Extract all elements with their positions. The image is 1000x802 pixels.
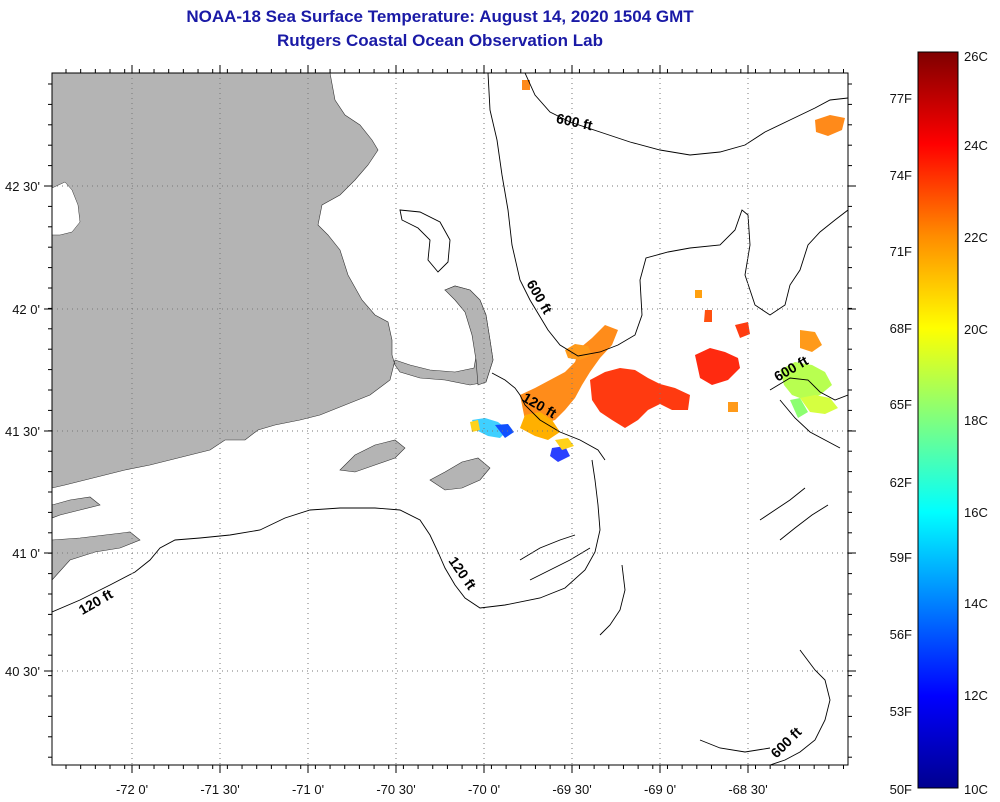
lon-label: -72 0' — [116, 782, 148, 797]
map-title: NOAA-18 Sea Surface Temperature: August … — [186, 7, 694, 26]
land-nantucket — [429, 457, 491, 491]
lon-label: -71 0' — [292, 782, 324, 797]
colorbar-fahrenheit-labels: 77F 74F 71F 68F 65F 62F 59F 56F 53F 50F — [890, 91, 912, 797]
bathymetry-contours — [52, 73, 848, 765]
colorbar-fahrenheit-label: 50F — [890, 782, 912, 797]
latitude-labels: 42 30' 42 0' 41 30' 41 0' 40 30' — [5, 179, 40, 679]
lon-label: -71 30' — [200, 782, 239, 797]
colorbar-fahrenheit-label: 68F — [890, 321, 912, 336]
colorbar-celsius-label: 14C — [964, 596, 988, 611]
lon-label: -70 30' — [376, 782, 415, 797]
lat-label: 42 0' — [12, 302, 40, 317]
colorbar-celsius-label: 22C — [964, 230, 988, 245]
colorbar-celsius-label: 20C — [964, 322, 988, 337]
colorbar-celsius-labels: 26C 24C 22C 20C 18C 16C 14C 12C 10C — [964, 49, 988, 797]
colorbar-celsius-label: 12C — [964, 688, 988, 703]
lat-label: 41 30' — [5, 424, 40, 439]
colorbar-fahrenheit-label: 62F — [890, 475, 912, 490]
colorbar-fahrenheit-label: 74F — [890, 168, 912, 183]
colorbar-fahrenheit-label: 59F — [890, 550, 912, 565]
colorbar-celsius-label: 10C — [964, 782, 988, 797]
map-subtitle: Rutgers Coastal Ocean Observation Lab — [277, 31, 603, 50]
colorbar-celsius-label: 26C — [964, 49, 988, 64]
contour-label-600-north: 600 ft — [555, 110, 594, 133]
land-marthas-vineyard — [339, 439, 406, 473]
map-frame — [51, 72, 849, 766]
colorbar-fahrenheit-label: 65F — [890, 397, 912, 412]
lat-label: 40 30' — [5, 664, 40, 679]
lon-label: -70 0' — [468, 782, 500, 797]
land-cape-cod-hook — [444, 285, 494, 386]
lon-label: -69 30' — [552, 782, 591, 797]
colorbar — [917, 51, 959, 789]
colorbar-celsius-label: 24C — [964, 138, 988, 153]
land-long-island-tip — [52, 496, 101, 519]
land-inner-shore — [52, 181, 81, 236]
colorbar-celsius-label: 16C — [964, 505, 988, 520]
lon-label: -68 30' — [728, 782, 767, 797]
minor-ticks — [48, 69, 852, 769]
colorbar-fahrenheit-label: 77F — [890, 91, 912, 106]
lon-label: -69 0' — [644, 782, 676, 797]
colorbar-fahrenheit-label: 56F — [890, 627, 912, 642]
longitude-labels: -72 0' -71 30' -71 0' -70 30' -70 0' -69… — [116, 782, 768, 797]
lat-label: 41 0' — [12, 546, 40, 561]
colorbar-celsius-label: 18C — [964, 413, 988, 428]
colorbar-fahrenheit-label: 53F — [890, 704, 912, 719]
land-block-island-area — [52, 531, 141, 581]
lat-label: 42 30' — [5, 179, 40, 194]
graticule — [52, 73, 848, 765]
colorbar-fahrenheit-label: 71F — [890, 244, 912, 259]
